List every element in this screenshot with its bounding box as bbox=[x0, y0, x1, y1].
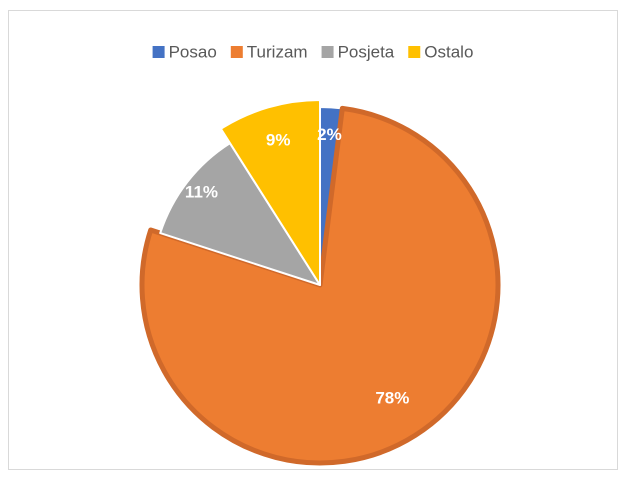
data-label: 78% bbox=[375, 388, 409, 407]
legend-swatch bbox=[408, 46, 421, 58]
pie-slice bbox=[219, 99, 321, 286]
legend-text: Ostalo bbox=[424, 42, 473, 61]
legend-swatch bbox=[152, 46, 165, 58]
pie-slice bbox=[159, 142, 321, 286]
data-label: 9% bbox=[266, 130, 291, 149]
legend-text: Turizam bbox=[247, 42, 308, 61]
data-label: 11% bbox=[185, 183, 218, 202]
legend: Posao Turizam Posjeta Ostalo bbox=[152, 42, 473, 61]
legend-text: Posjeta bbox=[338, 42, 395, 61]
legend-swatch bbox=[230, 46, 243, 58]
legend-swatch bbox=[321, 46, 334, 58]
legend-text: Posao bbox=[169, 42, 217, 61]
data-label: 2% bbox=[317, 125, 342, 144]
